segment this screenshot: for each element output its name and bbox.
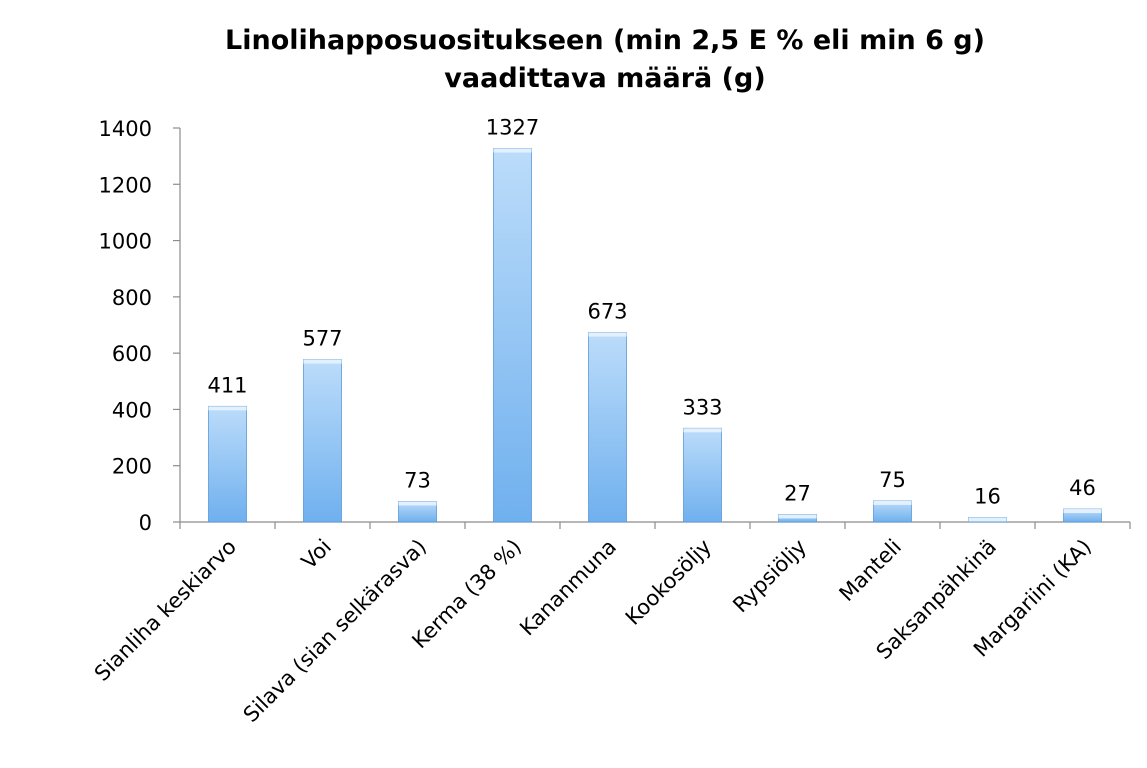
bar xyxy=(303,359,342,523)
y-tick-label: 1000 xyxy=(99,230,152,254)
chart-title: Linolihapposuositukseen (min 2,5 E % eli… xyxy=(0,22,1147,98)
chart-title-line-2: vaadittava määrä (g) xyxy=(444,63,766,94)
data-label: 46 xyxy=(1069,476,1096,500)
bar xyxy=(208,405,247,523)
x-tick-label: Silava (sian selkärasva) xyxy=(239,535,431,727)
x-tick-label: Kananmuna xyxy=(515,535,621,641)
bar-top-highlight xyxy=(968,517,1007,522)
x-tick-label: Manteli xyxy=(835,535,907,607)
y-tick-label: 400 xyxy=(112,398,152,422)
y-tick-label: 800 xyxy=(112,286,152,310)
data-label: 16 xyxy=(974,484,1001,508)
bar-top-highlight xyxy=(493,148,532,153)
y-tick-label: 200 xyxy=(112,455,152,479)
y-tick-label: 600 xyxy=(112,342,152,366)
bar-top-highlight xyxy=(683,428,722,433)
data-label: 333 xyxy=(682,395,722,419)
x-tick-label: Rypsiöljy xyxy=(728,535,811,618)
y-tick-label: 0 xyxy=(139,511,152,535)
x-tick-label: Kookosöljy xyxy=(621,535,716,630)
data-label: 411 xyxy=(207,373,247,397)
y-tick-label: 1200 xyxy=(99,173,152,197)
data-label: 1327 xyxy=(486,116,539,140)
x-tick-label: Sianliha keskiarvo xyxy=(90,535,241,686)
data-label: 673 xyxy=(587,300,627,324)
bar-top-highlight xyxy=(873,500,912,505)
chart-title-line-1: Linolihapposuositukseen (min 2,5 E % eli… xyxy=(225,25,985,56)
bar-top-highlight xyxy=(778,514,817,519)
bar-top-highlight xyxy=(588,332,627,337)
data-labels: 411 577 73 1327 673 333 27 75 16 46 xyxy=(207,116,1095,509)
data-label: 577 xyxy=(302,327,342,351)
bar-series xyxy=(208,148,1102,523)
bar xyxy=(493,148,532,523)
x-tick-label: Voi xyxy=(297,535,336,574)
bar xyxy=(588,332,627,523)
data-label: 73 xyxy=(404,468,431,492)
y-tick-label: 1400 xyxy=(99,117,152,141)
bar xyxy=(683,427,722,523)
bar-top-highlight xyxy=(303,359,342,364)
bar-top-highlight xyxy=(398,501,437,506)
data-label: 75 xyxy=(879,468,906,492)
chart-axes: 0 200 400 600 800 1000 1200 1400 xyxy=(99,117,1131,535)
bar-top-highlight xyxy=(1063,509,1102,514)
bar-top-highlight xyxy=(208,406,247,411)
data-label: 27 xyxy=(784,481,811,505)
